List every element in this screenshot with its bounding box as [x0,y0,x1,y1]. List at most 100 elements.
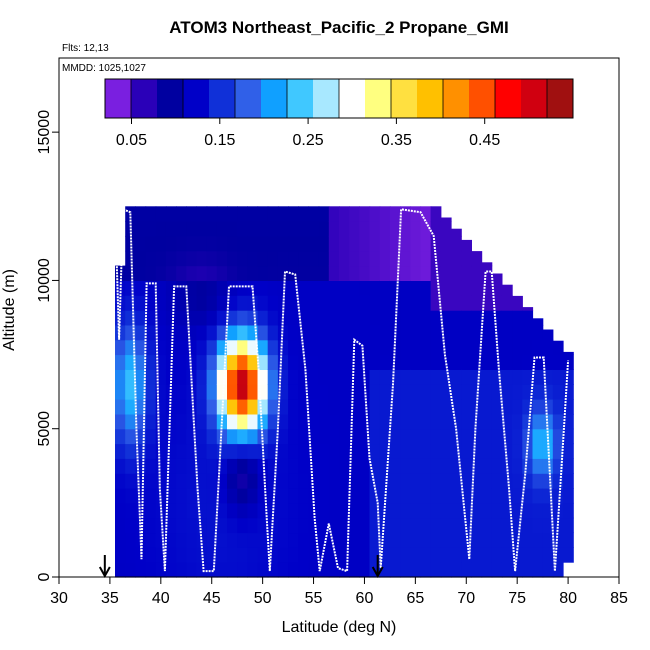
heatmap-cell [308,206,320,222]
heatmap-cell [165,235,177,252]
heatmap-cell [135,295,147,311]
heatmap-cell [501,428,513,445]
heatmap-cell [349,235,360,252]
heatmap-cell [359,443,371,459]
heatmap-cell [135,265,147,281]
heatmap-cell [247,443,259,459]
heatmap-cell [298,443,310,459]
heatmap-cell [389,517,401,534]
heatmap-cell [512,369,523,385]
heatmap-cell [481,339,493,356]
heatmap-cell [298,310,310,326]
heatmap-cell [328,384,340,400]
heatmap-cell [410,354,422,370]
heatmap-cell [359,488,371,504]
heatmap-cell [369,458,381,474]
heatmap-cell [491,443,503,459]
heatmap-cell [451,458,462,474]
heatmap-cell [267,339,279,356]
heatmap-cell [196,488,208,504]
heatmap-cell [369,206,381,222]
heatmap-cell [400,354,411,370]
heatmap-cell [328,369,340,385]
heatmap-cell [115,413,126,430]
heatmap-cell [155,443,167,459]
x-tick-label: 65 [406,590,424,607]
heatmap-cell [349,369,360,385]
heatmap-cell [440,235,452,252]
heatmap-cell [451,502,462,519]
heatmap-cell [471,265,483,281]
heatmap-cell [328,473,340,489]
heatmap-cell [318,250,330,267]
heatmap-cell [522,384,534,400]
heatmap-cell [481,324,493,341]
heatmap-cell [196,547,208,563]
heatmap-cell [176,473,187,489]
heatmap-cell [318,310,330,326]
heatmap-cell [237,221,248,237]
heatmap-cell [125,428,136,445]
heatmap-cell [512,473,523,489]
heatmap-cell [227,458,238,474]
heatmap-cell [308,517,320,534]
heatmap-cell [176,310,187,326]
heatmap-cell [298,428,310,445]
y-axis-label: Altitude (m) [1,269,18,351]
heatmap-cell [410,458,422,474]
heatmap-cell [400,413,411,430]
heatmap-cell [196,384,208,400]
heatmap-cell [389,384,401,400]
heatmap-cell [196,369,208,385]
heatmap-cell [206,354,218,370]
heatmap-cell [267,458,279,474]
y-tick-label: 5000 [36,411,53,447]
heatmap-cell [206,458,218,474]
heatmap-cell [257,384,269,400]
heatmap-cell [359,458,371,474]
heatmap-cell [206,443,218,459]
heatmap-cell [410,265,422,281]
arrow-head [98,566,111,579]
heatmap-cell [451,517,462,534]
heatmap-cell [369,532,381,548]
heatmap-cell [400,517,411,534]
heatmap-cell [542,488,554,504]
heatmap-cell [461,413,472,430]
heatmap-cell [277,547,289,563]
colorbar-segment [339,79,366,118]
heatmap-cell [237,324,248,341]
heatmap-cell [451,339,462,356]
heatmap-cell [379,443,391,459]
heatmap-cell [349,221,360,237]
heatmap-cell [125,310,136,326]
heatmap-cell [206,324,218,341]
heatmap-cell [440,250,452,267]
heatmap-cell [145,250,157,267]
heatmap-cell [349,562,360,578]
heatmap-cell [206,547,218,563]
heatmap-cell [440,428,452,445]
heatmap-cell [165,428,177,445]
heatmap-cell [563,532,574,548]
heatmap-cell [237,458,248,474]
heatmap-cell [176,458,187,474]
heatmap-cell [277,339,289,356]
heatmap-cell [389,280,401,296]
heatmap-cell [135,473,147,489]
heatmap-cell [227,384,238,400]
heatmap-cell [501,310,513,326]
heatmap-cell [410,384,422,400]
heatmap-cell [227,547,238,563]
x-tick-label: 60 [356,590,374,607]
heatmap-cell [522,547,534,563]
heatmap-cell [165,265,177,281]
heatmap-cell [471,562,483,578]
heatmap-cell [512,517,523,534]
heatmap-cell [216,339,228,356]
heatmap-cell [216,295,228,311]
heatmap-cell [461,310,472,326]
heatmap-cell [522,502,534,519]
heatmap-cell [369,547,381,563]
heatmap-cell [247,488,259,504]
